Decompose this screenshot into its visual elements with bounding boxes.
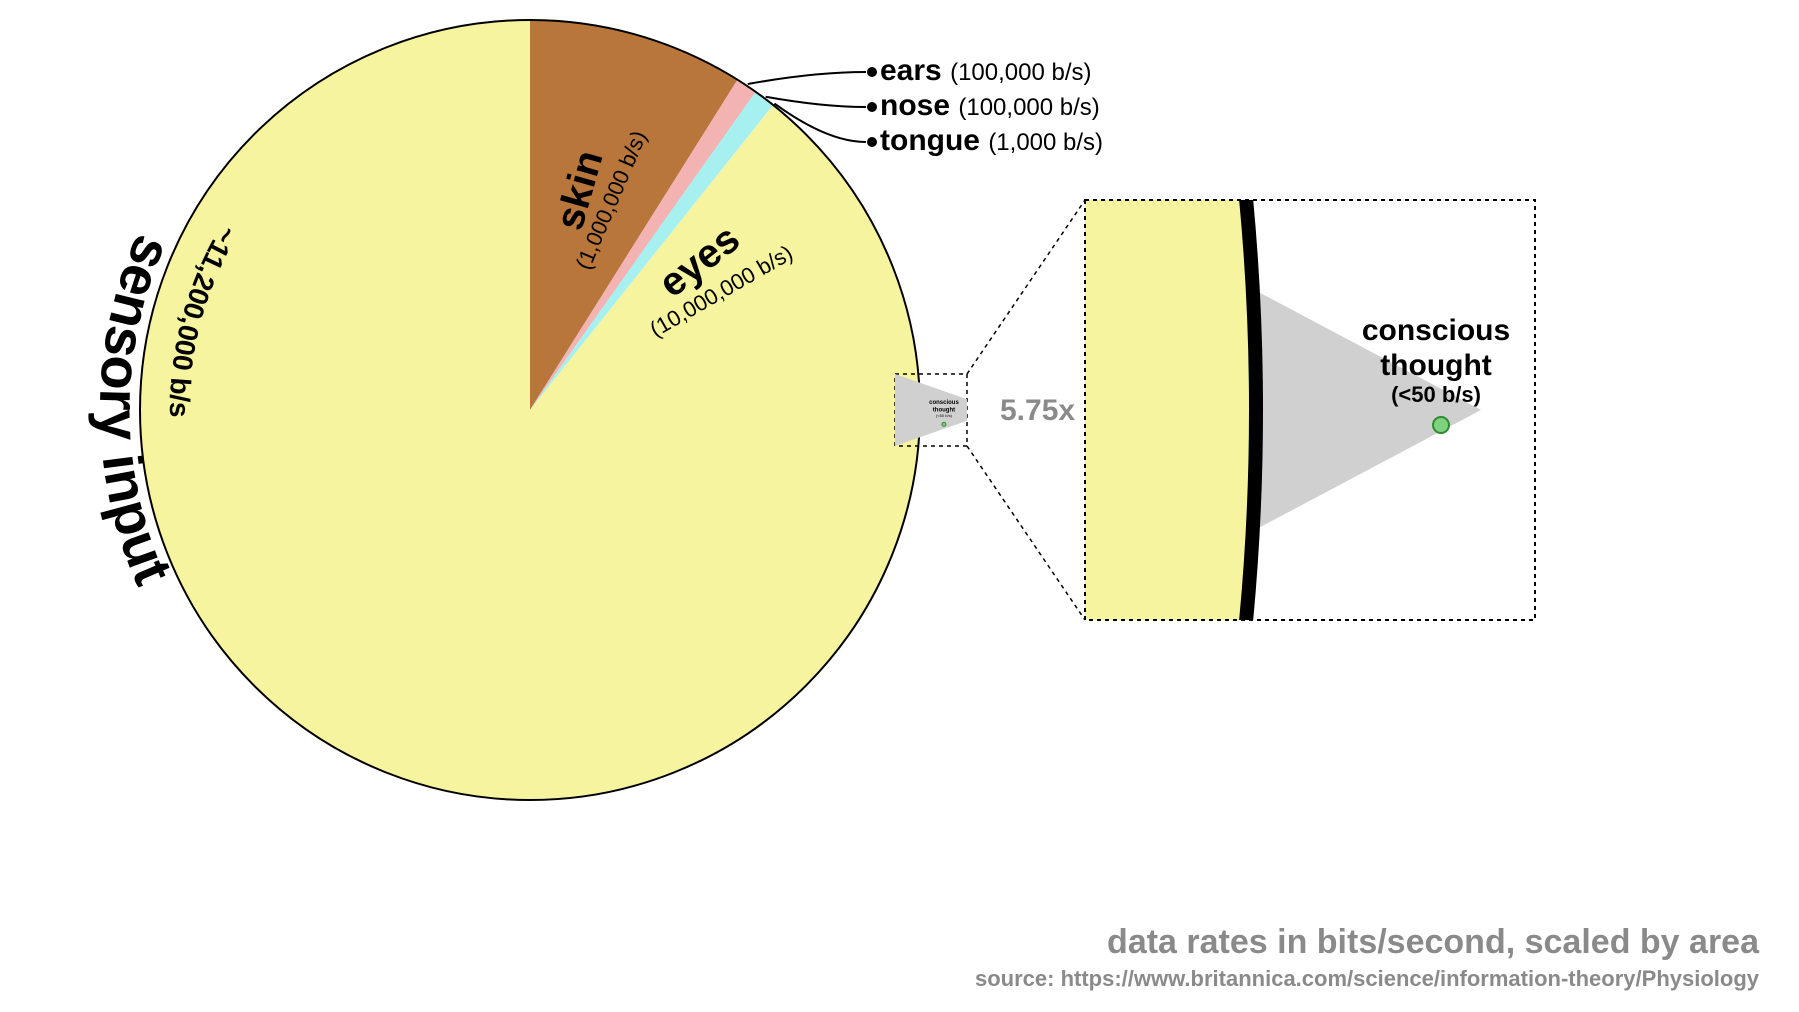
callout-leader-nose: [766, 97, 866, 107]
footer-source-prefix: source:: [975, 966, 1061, 991]
slice-eyes: [140, 20, 920, 800]
callout-leader-ears: [748, 72, 866, 84]
callout-label-nose: nose (100,000 b/s): [880, 89, 1100, 122]
callout-label-ears: ears (100,000 b/s): [880, 54, 1092, 87]
conscious-thought-dot: [1433, 417, 1449, 433]
zoom-connector-top: [967, 200, 1085, 374]
conscious-thought-label-1: conscious: [1362, 314, 1510, 347]
sensory-input-chart: sensory input ~11,200,000 b/s skin (1,00…: [0, 0, 1799, 1012]
callout-dot-tongue: [867, 137, 877, 147]
callout-label-tongue: tongue (1,000 b/s): [880, 124, 1103, 157]
callout-dot-ears: [867, 67, 877, 77]
zoom-connector-bot: [967, 446, 1085, 620]
footer-source-url: https://www.britannica.com/science/infor…: [1061, 966, 1759, 991]
conscious-thought-rate: (<50 b/s): [1391, 382, 1481, 407]
pie-chart: [140, 20, 920, 800]
svg-text:conscious: conscious: [929, 400, 959, 406]
zoom-source-preview: consciousthought(<50 b/s): [895, 374, 967, 446]
footer-source: source: https://www.britannica.com/scien…: [975, 966, 1759, 992]
callout-dot-nose: [867, 102, 877, 112]
conscious-thought-label-2: thought: [1380, 349, 1492, 382]
svg-text:(<50 b/s): (<50 b/s): [936, 413, 953, 418]
footer-caption: data rates in bits/second, scaled by are…: [1107, 923, 1759, 962]
zoom-factor-label: 5.75x: [1000, 394, 1075, 427]
